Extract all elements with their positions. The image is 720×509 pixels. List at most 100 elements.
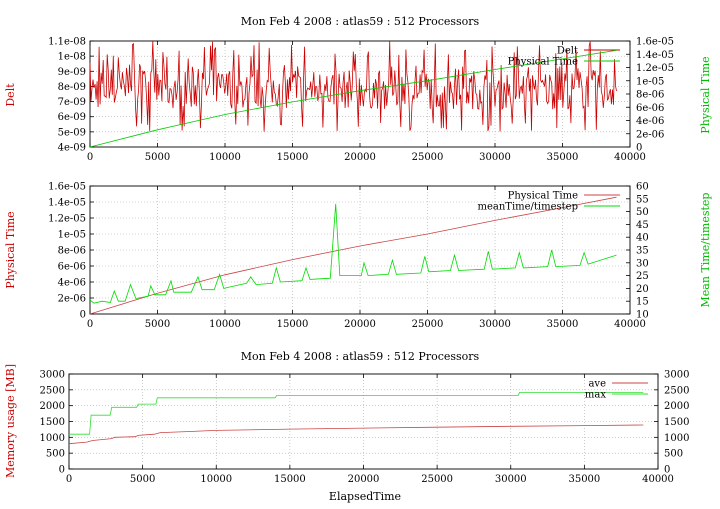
chart2-legend-label: Physical Time <box>508 191 578 202</box>
chart1-xtick-label: 10000 <box>209 152 241 163</box>
chart1-series-delt-line <box>89 41 617 132</box>
chart1-xtick-label: 30000 <box>479 152 511 163</box>
chart3-xtick-label: 35000 <box>568 474 600 485</box>
chart1-ytick-label: 1.1e-08 <box>48 37 86 48</box>
chart2-xtick-label: 25000 <box>412 319 444 330</box>
chart2-xtick-label: 0 <box>87 319 93 330</box>
chart1-y2tick-label: 1.4e-05 <box>636 50 674 61</box>
chart1-ytick-label: 5e-09 <box>58 127 86 138</box>
chart1-xtick-label: 35000 <box>547 152 579 163</box>
chart1-plot-frame <box>89 40 631 148</box>
chart3-plot-frame <box>68 373 659 470</box>
chart3-y2tick-label: 2500 <box>664 385 689 396</box>
chart1-xtick-label: 15000 <box>277 152 309 163</box>
chart2-y2tick-label: 55 <box>636 194 649 205</box>
chart2-ytick-label: 1e-05 <box>58 230 86 241</box>
chart3-xtick-label: 40000 <box>642 474 674 485</box>
chart2-y2tick-label: 30 <box>636 258 649 269</box>
chart3-legend-label: ave <box>588 379 606 390</box>
chart2-y2tick-label: 50 <box>636 207 649 218</box>
chart3-xtick-label: 25000 <box>421 474 453 485</box>
chart1-ytick-label: 4e-09 <box>58 143 86 154</box>
chart3-y2tick-label: 1000 <box>664 433 689 444</box>
chart1-y2tick-label: 0 <box>636 143 642 154</box>
chart3-xtick-label: 10000 <box>200 474 232 485</box>
chart2-ytick-label: 2e-06 <box>58 294 86 305</box>
chart3-xtick-label: 5000 <box>130 474 155 485</box>
chart3-y2tick-label: 3000 <box>664 370 689 381</box>
chart3-series-max-line <box>69 391 644 435</box>
chart3-ytick-label: 1500 <box>40 417 65 428</box>
chart1-xtick-label: 40000 <box>614 152 646 163</box>
chart1-ytick-label: 7e-09 <box>58 97 86 108</box>
chart3-y2tick-label: 1500 <box>664 417 689 428</box>
chart2-y2tick-label: 10 <box>636 310 649 321</box>
chart3-y2tick-label: 0 <box>664 465 670 476</box>
chart1-title: Mon Feb 4 2008 : atlas59 : 512 Processor… <box>241 15 480 28</box>
chart3-legend-label: max <box>585 390 606 401</box>
chart2-series-meantime-timestep-line <box>89 203 617 304</box>
chart2-ytick-label: 1.4e-05 <box>48 198 86 209</box>
chart1-y2tick-label: 1e-05 <box>636 76 664 87</box>
chart2-series-physical-time-line <box>89 196 617 315</box>
chart2-ylabel: Physical Time <box>4 211 17 288</box>
chart1-ytick-label: 6e-09 <box>58 112 86 123</box>
chart1-xtick-label: 0 <box>87 152 93 163</box>
chart2-xtick-label: 10000 <box>209 319 241 330</box>
chart2-y2tick-label: 15 <box>636 297 649 308</box>
chart3-ytick-label: 1000 <box>40 433 65 444</box>
chart2-xtick-label: 30000 <box>479 319 511 330</box>
chart1-xtick-label: 25000 <box>412 152 444 163</box>
chart1-y2tick-label: 8e-06 <box>636 90 664 101</box>
chart2-y2tick-label: 40 <box>636 233 649 244</box>
chart3-ytick-label: 2000 <box>40 401 65 412</box>
chart3-series-ave-line <box>68 424 644 445</box>
chart2-y2tick-label: 60 <box>636 182 649 193</box>
chart3-ytick-label: 500 <box>46 449 65 460</box>
chart1-ylabel: Delt <box>4 83 17 107</box>
chart3-xtick-label: 20000 <box>348 474 380 485</box>
chart2-y2tick-label: 35 <box>636 246 649 257</box>
chart3-xtick-label: 0 <box>66 474 72 485</box>
chart3-xtick-label: 15000 <box>274 474 306 485</box>
chart2-ytick-label: 4e-06 <box>58 278 86 289</box>
chart2-y2tick-label: 45 <box>636 220 649 231</box>
chart3-ylabel: Memory usage [MB] <box>4 364 17 478</box>
chart2-ytick-label: 8e-06 <box>58 246 86 257</box>
chart1-y2tick-label: 1.2e-05 <box>636 63 674 74</box>
chart3-ytick-label: 2500 <box>40 385 65 396</box>
chart2-ytick-label: 0 <box>80 310 86 321</box>
chart2-xtick-label: 20000 <box>344 319 376 330</box>
chart2-y2tick-label: 25 <box>636 271 649 282</box>
chart2-y2tick-label: 20 <box>636 284 649 295</box>
chart3-y2tick-label: 2000 <box>664 401 689 412</box>
chart2-ytick-label: 1.2e-05 <box>48 214 86 225</box>
chart3-ytick-label: 3000 <box>40 370 65 381</box>
chart1-legend-label: Physical Time <box>508 57 578 68</box>
chart2-legend-label: meanTime/timestep <box>477 202 578 213</box>
chart1-series-physical-time-line <box>89 49 617 148</box>
chart2-xtick-label: 40000 <box>614 319 646 330</box>
chart1-ytick-label: 9e-09 <box>58 67 86 78</box>
chart3-title: Mon Feb 4 2008 : atlas59 : 512 Processor… <box>241 350 480 363</box>
chart1-y2tick-label: 4e-06 <box>636 116 664 127</box>
chart1-legend-label: Delt <box>557 46 578 57</box>
chart2-plot-frame <box>89 185 631 315</box>
chart3-xlabel: ElapsedTime <box>329 490 401 503</box>
chart2-xtick-label: 15000 <box>277 319 309 330</box>
chart2-ytick-label: 6e-06 <box>58 262 86 273</box>
chart1-y2tick-label: 2e-06 <box>636 129 664 140</box>
chart1-y2tick-label: 1.6e-05 <box>636 37 674 48</box>
chart1-ytick-label: 1e-08 <box>58 52 86 63</box>
chart1-y2label: Physical Time <box>699 56 712 133</box>
chart2-ytick-label: 1.6e-05 <box>48 182 86 193</box>
chart3-y2tick-label: 500 <box>664 449 683 460</box>
chart3-ytick-label: 0 <box>59 465 65 476</box>
chart1-ytick-label: 8e-09 <box>58 82 86 93</box>
chart1-xtick-label: 20000 <box>344 152 376 163</box>
chart3-xtick-label: 30000 <box>495 474 527 485</box>
chart2-xtick-label: 5000 <box>145 319 170 330</box>
chart1-y2tick-label: 6e-06 <box>636 103 664 114</box>
